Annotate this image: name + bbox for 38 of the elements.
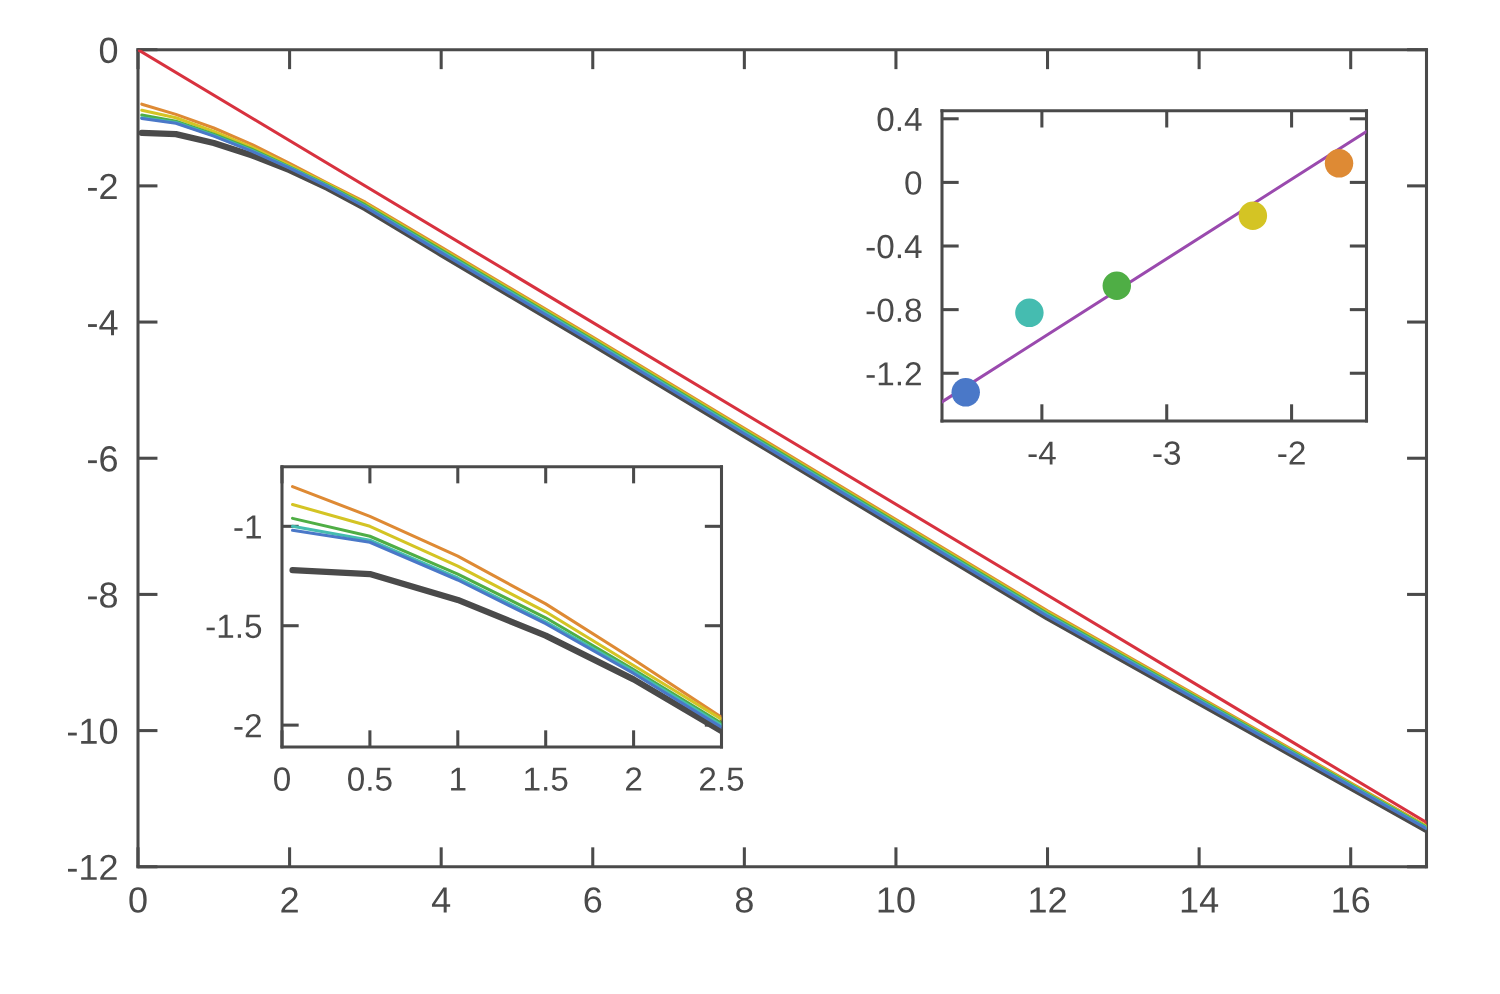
x-tick-label: -4 bbox=[1028, 441, 1056, 465]
x-tick-label: 0 bbox=[129, 887, 147, 913]
x-tick-label: 4 bbox=[431, 887, 451, 913]
y-tick-label: -2 bbox=[234, 713, 261, 738]
point bbox=[1238, 201, 1268, 231]
x-tick-label: 1 bbox=[451, 767, 466, 791]
x-tick-label: 6 bbox=[584, 887, 602, 913]
y-tick-label: -1.5 bbox=[206, 614, 262, 639]
y-tick-label: 0 bbox=[99, 37, 118, 64]
x-tick-label: -3 bbox=[1153, 441, 1181, 465]
point bbox=[1102, 271, 1132, 301]
y-tick-label: -10 bbox=[67, 718, 118, 745]
x-tick-label: 2 bbox=[626, 767, 642, 791]
y-tick-label: -1 bbox=[234, 515, 261, 539]
x-tick-label: 0 bbox=[274, 767, 290, 791]
point bbox=[951, 378, 980, 407]
y-tick-label: -2 bbox=[88, 173, 117, 199]
point bbox=[1015, 298, 1044, 328]
y-tick-label: -8 bbox=[88, 582, 117, 608]
y-tick-label: -12 bbox=[67, 854, 117, 880]
x-tick-label: 1.5 bbox=[525, 767, 568, 791]
point bbox=[1324, 149, 1354, 178]
x-tick-label: 12 bbox=[1030, 887, 1066, 913]
x-tick-label: 10 bbox=[878, 887, 915, 913]
y-tick-label: -0.8 bbox=[866, 298, 922, 323]
y-tick-label: -0.4 bbox=[866, 234, 922, 259]
x-tick-label: 16 bbox=[1333, 887, 1370, 913]
x-tick-label: 2.5 bbox=[700, 767, 744, 791]
x-tick-label: 8 bbox=[735, 887, 753, 913]
x-tick-label: 0.5 bbox=[348, 767, 392, 791]
y-tick-label: -6 bbox=[88, 446, 117, 472]
y-tick-label: 0.4 bbox=[877, 107, 922, 132]
y-tick-label: 0 bbox=[905, 171, 922, 195]
y-tick-label: -1.2 bbox=[866, 362, 921, 386]
x-tick-label: -2 bbox=[1278, 441, 1305, 465]
x-tick-label: 2 bbox=[281, 887, 298, 913]
y-tick-label: -4 bbox=[88, 310, 118, 336]
x-tick-label: 14 bbox=[1181, 887, 1219, 913]
